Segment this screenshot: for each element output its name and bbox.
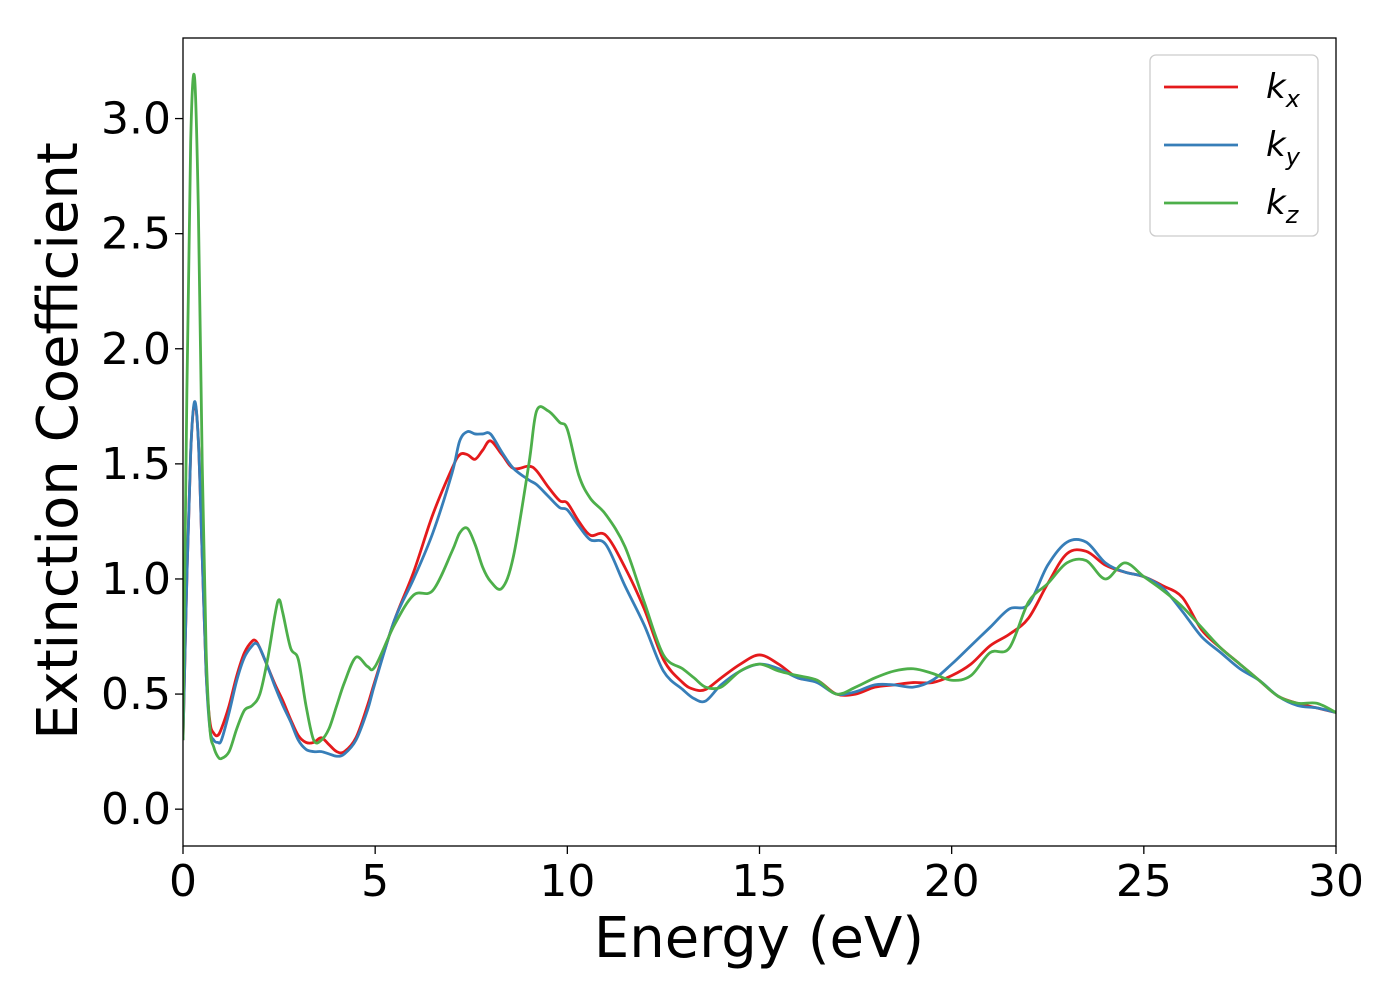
x-tick-label: 20 <box>924 856 980 907</box>
y-axis-title: Extinction Coefficient <box>26 142 91 740</box>
x-tick-label: 30 <box>1308 856 1364 907</box>
series-line-ky <box>183 400 1336 758</box>
y-axis-ticks: 0.0 0.5 1.0 1.5 2.0 2.5 3.0 <box>101 94 183 835</box>
x-tick-label: 10 <box>539 856 595 907</box>
x-tick-label: 25 <box>1116 856 1172 907</box>
y-tick-label: 1.5 <box>101 439 171 490</box>
x-tick-label: 15 <box>732 856 788 907</box>
x-tick-label: 0 <box>169 856 197 907</box>
y-tick-label: 3.0 <box>101 94 171 145</box>
series-line-kx <box>183 402 1336 755</box>
x-axis-ticks: 0 5 10 15 20 25 30 <box>169 846 1364 907</box>
y-tick-label: 1.0 <box>101 554 171 605</box>
legend-label-kz: kz <box>1266 183 1300 229</box>
y-tick-label: 0.5 <box>101 669 171 720</box>
y-tick-label: 2.0 <box>101 324 171 375</box>
x-axis-title: Energy (eV) <box>594 906 924 971</box>
series-line-kz <box>183 72 1336 761</box>
x-tick-label: 5 <box>361 856 389 907</box>
y-tick-label: 0.0 <box>101 784 171 835</box>
series-layer <box>183 72 1336 761</box>
y-tick-label: 2.5 <box>101 209 171 260</box>
